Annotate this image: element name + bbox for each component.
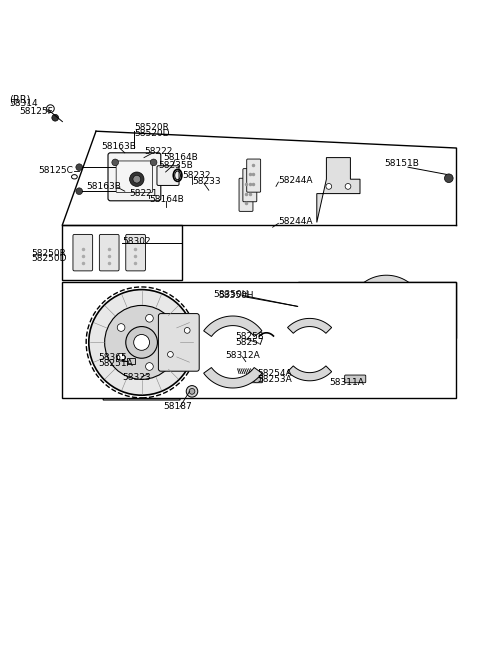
Text: 58258: 58258 [235, 332, 264, 341]
Text: (RR): (RR) [10, 95, 31, 105]
Circle shape [89, 289, 194, 395]
Bar [62, 282, 456, 398]
Polygon shape [288, 318, 332, 333]
Text: 58314: 58314 [10, 99, 38, 108]
Text: 58232: 58232 [182, 171, 211, 180]
Text: 58520R: 58520R [134, 123, 169, 132]
FancyBboxPatch shape [345, 375, 366, 382]
FancyBboxPatch shape [73, 234, 93, 271]
Circle shape [163, 338, 171, 346]
Text: 58222: 58222 [144, 148, 172, 156]
FancyBboxPatch shape [157, 166, 179, 186]
Text: 58244A: 58244A [278, 217, 313, 226]
Circle shape [326, 184, 332, 190]
FancyBboxPatch shape [99, 234, 119, 271]
Circle shape [117, 354, 125, 361]
Text: 58323: 58323 [122, 373, 151, 382]
Polygon shape [204, 367, 262, 388]
Text: 58163B: 58163B [86, 182, 121, 191]
Circle shape [150, 159, 157, 166]
Text: 58251A: 58251A [98, 359, 133, 368]
Polygon shape [103, 285, 182, 400]
FancyBboxPatch shape [158, 314, 199, 371]
Text: 58250D: 58250D [31, 255, 67, 263]
Circle shape [117, 323, 125, 331]
Text: 58233: 58233 [192, 177, 221, 186]
Circle shape [133, 335, 149, 350]
FancyBboxPatch shape [126, 234, 145, 271]
Polygon shape [317, 157, 360, 222]
Circle shape [145, 314, 153, 322]
Text: 58244A: 58244A [278, 176, 313, 184]
Circle shape [253, 375, 261, 382]
Text: 58125C: 58125C [38, 166, 73, 175]
Text: 58151B: 58151B [384, 159, 419, 168]
Text: 58235B: 58235B [158, 161, 193, 171]
Text: 58302: 58302 [122, 237, 151, 246]
Bar [62, 225, 182, 280]
Circle shape [186, 386, 198, 397]
FancyBboxPatch shape [249, 375, 263, 382]
Text: 58365: 58365 [98, 354, 127, 362]
Text: 58520D: 58520D [134, 129, 170, 138]
Text: 58254A: 58254A [257, 369, 291, 378]
Text: 58125F: 58125F [19, 107, 53, 116]
Polygon shape [204, 316, 262, 337]
Text: 58164B: 58164B [149, 195, 183, 204]
Text: 58311A: 58311A [329, 378, 364, 387]
FancyBboxPatch shape [243, 169, 257, 202]
Text: 58221: 58221 [130, 189, 158, 198]
Polygon shape [352, 325, 420, 352]
FancyBboxPatch shape [108, 153, 161, 201]
Circle shape [345, 184, 351, 190]
Circle shape [76, 188, 83, 195]
Text: 58163B: 58163B [101, 142, 136, 151]
Circle shape [184, 327, 190, 333]
Text: 58257: 58257 [235, 338, 264, 347]
Text: 58250R: 58250R [31, 249, 66, 258]
Bar [298, 282, 456, 338]
FancyBboxPatch shape [247, 159, 261, 192]
Circle shape [126, 327, 157, 358]
Text: 58312A: 58312A [226, 351, 260, 360]
Circle shape [168, 352, 173, 358]
Text: 58350H: 58350H [214, 290, 249, 299]
Circle shape [52, 114, 59, 121]
Polygon shape [352, 276, 420, 302]
Circle shape [112, 159, 119, 166]
FancyBboxPatch shape [239, 178, 253, 211]
Circle shape [130, 172, 144, 186]
Circle shape [105, 306, 179, 379]
Circle shape [145, 363, 153, 371]
Circle shape [189, 388, 195, 394]
Circle shape [76, 164, 83, 171]
Circle shape [133, 175, 141, 183]
Polygon shape [288, 366, 332, 380]
Text: 58164B: 58164B [163, 153, 198, 162]
Circle shape [444, 174, 453, 182]
Text: 58350H: 58350H [218, 291, 254, 300]
Text: 58253A: 58253A [257, 375, 291, 384]
Text: 58187: 58187 [163, 401, 192, 411]
FancyBboxPatch shape [127, 358, 135, 363]
